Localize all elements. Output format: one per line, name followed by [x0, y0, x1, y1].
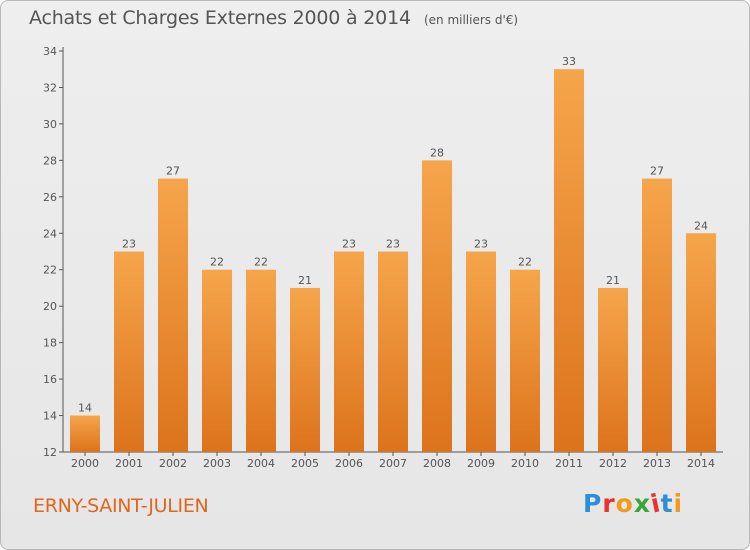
data-label: 22 [518, 256, 532, 269]
x-tick-label: 2005 [291, 457, 319, 470]
x-tick-label: 2000 [71, 457, 99, 470]
x-tick-label: 2009 [467, 457, 495, 470]
place-name: ERNY-SAINT-JULIEN [33, 495, 209, 517]
bar-2008 [422, 160, 452, 452]
x-tick-label: 2013 [643, 457, 671, 470]
x-tick-label: 2004 [247, 457, 275, 470]
data-labels: 14 23 27 22 22 21 23 23 28 23 22 33 21 27 24 [78, 55, 708, 414]
logo-letter: x [633, 489, 651, 518]
y-tick-label: 12 [43, 446, 57, 459]
x-tick-label: 2014 [687, 457, 715, 470]
bar-2011 [554, 69, 584, 453]
x-tick-label: 2002 [159, 457, 187, 470]
logo-letter: P [583, 489, 603, 518]
data-label: 14 [78, 402, 92, 415]
data-label: 24 [694, 219, 708, 232]
data-label: 21 [606, 274, 620, 287]
y-tick-label: 32 [43, 81, 57, 94]
bar-2003 [202, 269, 232, 452]
logo-letter: t [660, 489, 674, 518]
data-label: 23 [386, 238, 400, 251]
y-tick-label: 28 [43, 154, 57, 167]
data-label: 22 [254, 256, 268, 269]
bar-2007 [378, 251, 408, 452]
data-label: 28 [430, 146, 444, 159]
bar-2013 [642, 178, 672, 452]
bar-2006 [334, 251, 364, 452]
bar-2010 [510, 269, 540, 452]
data-label: 27 [650, 165, 664, 178]
bar-2005 [290, 287, 320, 452]
data-label: 23 [474, 238, 488, 251]
y-tick-label: 24 [43, 227, 57, 240]
chart-unit: (en milliers d'€) [423, 13, 519, 27]
x-tick-label: 2010 [511, 457, 539, 470]
x-tick-label: 2006 [335, 457, 363, 470]
bar-2002 [158, 178, 188, 452]
data-label: 27 [166, 165, 180, 178]
bar-2001 [114, 251, 144, 452]
x-tick-label: 2008 [423, 457, 451, 470]
data-label: 23 [342, 238, 356, 251]
logo-letter: o [615, 489, 634, 518]
bar-2009 [466, 251, 496, 452]
data-label: 22 [210, 256, 224, 269]
bar-2004 [246, 269, 276, 452]
x-tick-label: 2003 [203, 457, 231, 470]
proxiti-logo[interactable]: Proxiti [583, 488, 684, 518]
data-label: 33 [562, 55, 576, 68]
chart-title: Achats et Charges Externes 2000 à 2014 [29, 7, 411, 29]
y-tick-label: 34 [43, 45, 57, 58]
y-tick-label: 20 [43, 300, 57, 313]
bars [70, 69, 716, 453]
y-tick-label: 26 [43, 191, 57, 204]
x-tick-label: 2012 [599, 457, 627, 470]
y-tick-label: 18 [43, 337, 57, 350]
data-label: 23 [122, 238, 136, 251]
bar-2000 [70, 415, 100, 452]
y-tick-label: 14 [43, 410, 57, 423]
logo-letter: i [673, 489, 684, 518]
title-row: Achats et Charges Externes 2000 à 2014 (… [29, 7, 518, 29]
logo-letter: r [602, 489, 616, 518]
x-tick-label: 2011 [555, 457, 583, 470]
data-label: 21 [298, 274, 312, 287]
x-tick-label: 2001 [115, 457, 143, 470]
y-tick-label: 16 [43, 373, 57, 386]
y-tick-label: 30 [43, 118, 57, 131]
bar-2012 [598, 287, 628, 452]
x-tick-label: 2007 [379, 457, 407, 470]
bar-2014 [686, 233, 716, 452]
y-tick-label: 22 [43, 264, 57, 277]
